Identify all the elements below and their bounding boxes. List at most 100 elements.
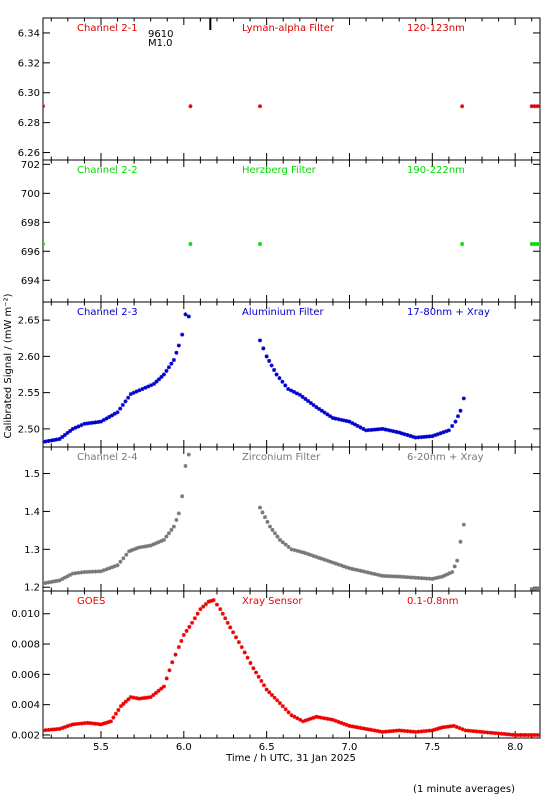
data-point xyxy=(65,724,70,729)
data-point xyxy=(259,679,264,684)
data-point xyxy=(322,716,327,721)
data-point xyxy=(107,414,112,419)
data-point xyxy=(54,727,59,732)
y-tick-label: 6.32 xyxy=(18,58,40,69)
data-point xyxy=(181,632,186,637)
data-point xyxy=(43,580,48,585)
data-point xyxy=(96,722,101,727)
data-point xyxy=(513,732,518,737)
data-point xyxy=(399,728,404,733)
data-point xyxy=(93,420,98,425)
y-tick-label: 1.2 xyxy=(24,583,40,594)
data-point xyxy=(330,560,335,565)
data-point xyxy=(234,635,239,640)
data-point xyxy=(145,695,150,700)
data-point xyxy=(397,728,402,733)
data-point xyxy=(161,372,166,377)
data-point xyxy=(87,421,92,426)
data-point xyxy=(416,729,421,734)
data-point xyxy=(447,571,452,576)
data-point xyxy=(427,576,432,581)
data-point xyxy=(350,724,355,729)
data-point xyxy=(98,419,103,424)
data-point xyxy=(419,576,424,581)
data-point xyxy=(203,602,208,607)
data-point xyxy=(277,537,282,542)
data-point xyxy=(131,695,136,700)
data-point xyxy=(350,566,355,571)
data-point xyxy=(104,416,109,421)
data-point xyxy=(188,242,193,247)
data-point xyxy=(432,727,437,732)
data-point xyxy=(424,434,429,439)
data-point xyxy=(82,721,87,726)
data-point xyxy=(70,722,75,727)
data-point xyxy=(344,419,349,424)
band-label: 17-80nm + Xray xyxy=(407,307,490,318)
data-point xyxy=(60,725,65,730)
data-point xyxy=(380,729,385,734)
data-point xyxy=(408,433,413,438)
data-point xyxy=(386,729,391,734)
panel-frame xyxy=(42,446,541,592)
y-tick-label: 6.28 xyxy=(18,118,40,129)
panel-frame xyxy=(42,301,541,448)
data-point xyxy=(139,544,144,549)
data-point xyxy=(391,429,396,434)
data-point xyxy=(303,718,308,723)
data-point xyxy=(532,586,537,591)
y-tick-label: 2.55 xyxy=(18,388,40,399)
data-point xyxy=(383,427,388,432)
data-point xyxy=(137,388,142,393)
y-tick-label: 1.4 xyxy=(24,507,40,518)
data-point xyxy=(377,427,382,432)
data-point xyxy=(174,350,179,355)
data-point xyxy=(151,692,156,697)
filter-label: Herzberg Filter xyxy=(242,165,317,176)
data-point xyxy=(336,562,341,567)
data-point xyxy=(311,403,316,408)
data-point xyxy=(159,686,164,691)
data-point xyxy=(364,726,369,731)
data-point xyxy=(480,729,485,734)
data-point xyxy=(153,541,158,546)
data-point xyxy=(251,666,256,671)
data-point xyxy=(435,575,440,580)
flare-marker: 9610 M1.0 xyxy=(148,18,212,49)
data-point xyxy=(274,372,279,377)
data-point xyxy=(422,434,427,439)
data-point xyxy=(422,729,427,734)
data-point xyxy=(283,383,288,388)
data-point xyxy=(416,435,421,440)
data-point xyxy=(314,405,319,410)
data-point xyxy=(538,586,540,591)
panel-2: 694 696 698 700 702 Channel 2-2 Herzberg Filte… xyxy=(21,159,541,303)
data-point xyxy=(85,720,90,725)
data-point xyxy=(134,389,139,394)
data-point xyxy=(306,398,311,403)
data-point xyxy=(151,542,156,547)
data-point xyxy=(451,723,456,728)
data-point xyxy=(405,575,410,580)
data-point xyxy=(341,721,346,726)
data-point xyxy=(70,426,75,431)
panel-frame xyxy=(42,17,541,161)
data-point xyxy=(118,406,123,411)
panel-5: 0.002 0.004 0.006 0.008 0.010 GOES Xray Sensor… xyxy=(11,590,541,741)
data-point xyxy=(209,598,214,603)
data-point xyxy=(496,731,501,736)
data-point xyxy=(319,408,324,413)
data-point xyxy=(422,576,427,581)
filter-label: Zirconium Filter xyxy=(242,452,321,463)
data-point xyxy=(261,346,266,351)
data-point xyxy=(73,571,78,576)
x-tick-label: 8.0 xyxy=(507,742,523,753)
data-point xyxy=(391,728,396,733)
data-point xyxy=(454,725,459,730)
data-point xyxy=(272,531,277,536)
data-point xyxy=(264,354,269,359)
data-point xyxy=(129,548,134,553)
y-tick-label: 6.30 xyxy=(18,88,40,99)
data-point xyxy=(377,729,382,734)
data-point xyxy=(325,412,330,417)
